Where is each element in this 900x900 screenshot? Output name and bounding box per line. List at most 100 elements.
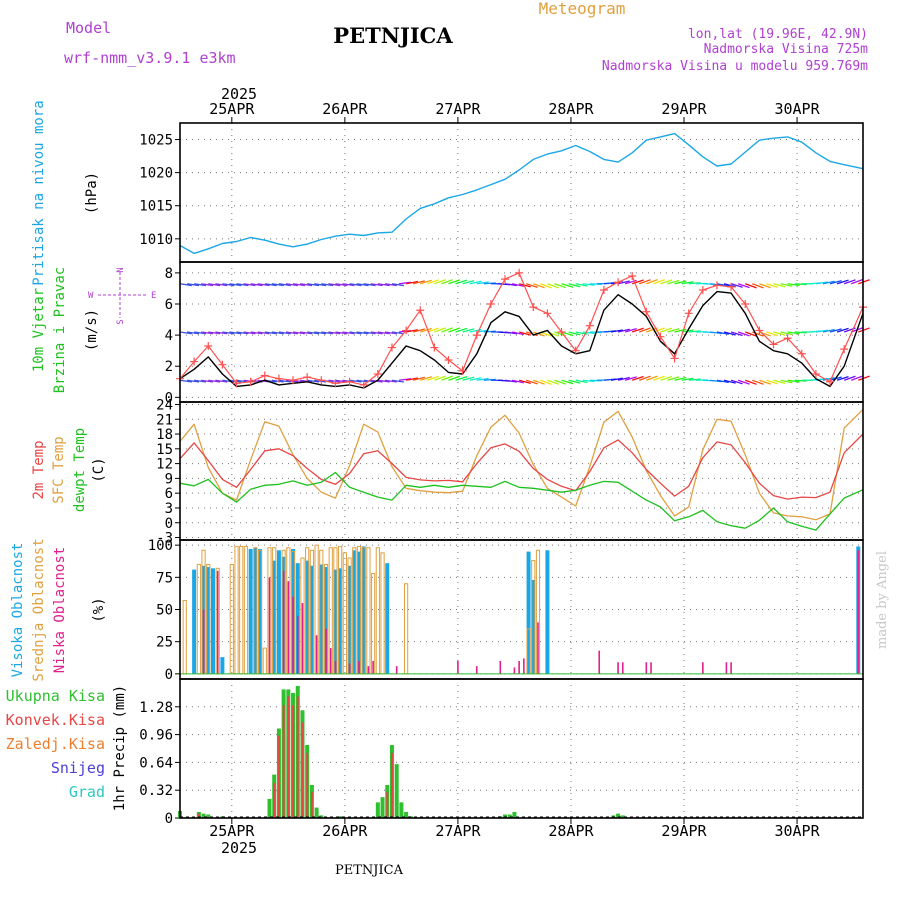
niska-bar	[329, 648, 332, 674]
wind-arrow	[257, 283, 270, 287]
top-day-labels: 25APR 26APR 27APR 28APR 29APR 30APR	[209, 100, 821, 123]
wind-arrow	[617, 376, 630, 381]
wind-arrow	[420, 376, 432, 381]
wind-arrow	[307, 379, 320, 383]
srednja-bar	[262, 647, 267, 675]
wind-arrow	[222, 331, 235, 335]
wind-arrow	[561, 379, 574, 385]
gust-marker	[585, 321, 594, 330]
wind-arrow	[653, 279, 665, 285]
bottom-day-labels: 25APR 26APR 27APR 28APR 29APR 30APR	[209, 818, 821, 840]
wind-arrow	[469, 280, 482, 285]
wind-arrow	[766, 283, 779, 289]
visoka-bar	[309, 565, 314, 674]
day-label-top: 28APR	[548, 100, 594, 118]
day-label-bottom: 29APR	[661, 822, 707, 840]
niska-bar	[287, 581, 290, 674]
cloud-title-niska: Niska Oblacnost	[52, 547, 68, 673]
wind-arrow	[278, 331, 291, 335]
wind-arrow	[476, 281, 489, 285]
y-tick-label: 1.28	[139, 700, 173, 716]
y-tick-label: 100	[148, 538, 173, 554]
srednja-bar	[371, 572, 376, 675]
y-tick-label: 6	[165, 297, 173, 313]
wind-arrow	[660, 375, 673, 381]
wind-arrow	[264, 283, 277, 287]
wind-arrow	[540, 379, 552, 385]
wind-arrow	[215, 283, 228, 287]
gust-marker	[218, 360, 227, 369]
wind-arrow	[208, 331, 221, 335]
station-title: PETNJICA	[333, 23, 453, 48]
y-tick-label: 8	[165, 266, 173, 282]
wind-arrow	[363, 379, 376, 383]
visoka-bar	[338, 568, 343, 674]
wind-arrow	[384, 283, 397, 287]
gust-marker	[826, 377, 835, 386]
precip-unit: 1hr Precip (mm)	[112, 685, 128, 811]
wind-arrow	[511, 283, 524, 287]
cloud-title-srednja: Srednja Oblacnost	[31, 538, 47, 681]
srednja-bar	[239, 545, 244, 675]
wind-arrow	[723, 331, 736, 336]
wind-arrow	[631, 327, 644, 333]
wind-arrow	[278, 283, 291, 287]
wind-arrow	[186, 283, 200, 287]
wind-arrow	[730, 283, 743, 288]
day-label-top: 30APR	[774, 100, 820, 118]
wind-arrow	[617, 328, 630, 333]
temp-title-dewpt: dewpt Temp	[72, 428, 88, 512]
wind-arrow	[271, 331, 284, 335]
temp-title: 2m Temp SFC Temp dewpt Temp	[31, 428, 88, 512]
gust-marker	[670, 354, 679, 363]
total-rain-bar	[201, 813, 206, 818]
visoka-bar	[526, 551, 531, 674]
wind-arrow	[745, 283, 757, 289]
wind-arrow	[328, 379, 341, 383]
niska-bar	[325, 628, 327, 674]
y-tick-label: 1015	[139, 199, 173, 215]
niska-bar	[268, 577, 271, 674]
wind-arrow	[730, 379, 743, 385]
wind-arrow	[391, 331, 404, 335]
convective-rain-bar	[301, 722, 304, 818]
wind-arrow	[787, 379, 800, 383]
visoka-bar	[319, 564, 324, 674]
wind-arrow	[518, 283, 531, 288]
gust-marker	[402, 326, 411, 335]
wind-compass: W E N S	[88, 267, 156, 324]
y-tick-label: 0	[165, 811, 173, 827]
gust-marker	[741, 300, 750, 308]
gust-marker	[656, 332, 665, 341]
gust-marker	[416, 306, 425, 315]
total-rain-bar	[616, 813, 621, 818]
compass-north: N	[116, 267, 126, 272]
visoka-bar	[192, 569, 197, 674]
gust-marker	[472, 331, 481, 340]
visoka-bar	[258, 549, 263, 674]
niska-bar	[358, 660, 360, 674]
visoka-bar	[347, 565, 352, 674]
visoka-bar	[333, 569, 338, 674]
wind-arrow	[328, 283, 341, 287]
cloud-title-visoka: Visoka Oblacnost	[10, 543, 26, 678]
wind-arrow	[681, 281, 694, 285]
total-rain-bar	[267, 798, 272, 818]
wind-arrow	[716, 283, 729, 287]
wind-arrow	[773, 283, 786, 288]
wind-arrow	[709, 331, 722, 335]
gust-marker	[501, 275, 510, 284]
niska-bar	[523, 658, 525, 674]
wind-arrow	[752, 283, 764, 289]
y-tick-label: 25	[156, 635, 173, 651]
wind-arrow	[780, 331, 793, 336]
compass-south: S	[116, 319, 126, 324]
y-tick-label: 9	[165, 471, 173, 487]
niska-bar	[292, 596, 294, 674]
niska-bar	[857, 550, 860, 674]
wind-arrow	[448, 327, 461, 333]
gust-marker	[458, 366, 467, 375]
visoka-bar	[361, 546, 366, 674]
y-tick-label: 0	[165, 516, 173, 532]
wind-arrow	[250, 283, 263, 287]
